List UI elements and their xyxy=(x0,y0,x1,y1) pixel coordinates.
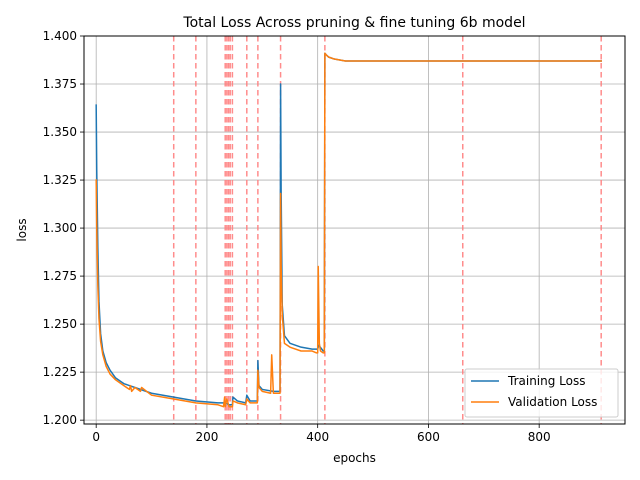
y-tick-label: 1.275 xyxy=(43,269,77,283)
plot-frame xyxy=(83,35,626,425)
x-tick-label: 200 xyxy=(195,430,218,444)
x-tick-label: 400 xyxy=(306,430,329,444)
x-tick-label: 0 xyxy=(92,430,100,444)
validation-loss-line xyxy=(95,52,602,408)
y-tick-label: 1.300 xyxy=(43,221,77,235)
legend: Training Loss Validation Loss xyxy=(464,368,619,418)
y-ticks: 1.200 1.225 1.250 1.275 1.300 1.325 1.350 1.375… xyxy=(43,29,84,427)
series-lines xyxy=(95,52,602,408)
chart-title: Total Loss Across pruning & fine tuning … xyxy=(182,15,525,31)
y-tick-label: 1.200 xyxy=(43,413,77,427)
y-axis-label: loss xyxy=(15,218,29,241)
y-tick-label: 1.325 xyxy=(43,173,77,187)
y-tick-label: 1.350 xyxy=(43,125,77,139)
legend-box xyxy=(464,368,619,418)
x-tick-label: 600 xyxy=(417,430,440,444)
y-tick-label: 1.375 xyxy=(43,77,77,91)
x-tick-label: 800 xyxy=(528,430,551,444)
y-tick-label: 1.400 xyxy=(43,29,77,43)
legend-label-validation: Validation Loss xyxy=(508,395,597,409)
y-tick-label: 1.250 xyxy=(43,317,77,331)
y-tick-label: 1.225 xyxy=(43,365,77,379)
x-axis-label: epochs xyxy=(333,451,376,465)
x-ticks: 0 200 400 600 800 xyxy=(92,424,551,444)
legend-label-training: Training Loss xyxy=(507,374,585,388)
